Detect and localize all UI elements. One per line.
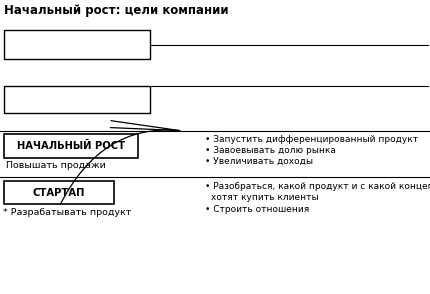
Text: НАЧАЛЬНЫЙ РОСТ: НАЧАЛЬНЫЙ РОСТ bbox=[17, 141, 125, 151]
Text: Повышать продажи: Повышать продажи bbox=[6, 161, 106, 170]
Text: Начальный рост: цели компании: Начальный рост: цели компании bbox=[4, 4, 228, 17]
Text: хотят купить клиенты: хотят купить клиенты bbox=[211, 193, 318, 202]
FancyBboxPatch shape bbox=[4, 86, 150, 113]
Text: • Увеличивать доходы: • Увеличивать доходы bbox=[205, 157, 312, 166]
Text: СТАРТАП: СТАРТАП bbox=[33, 188, 85, 198]
FancyBboxPatch shape bbox=[4, 181, 114, 204]
FancyBboxPatch shape bbox=[4, 30, 150, 59]
Text: • Запустить дифференцированный продукт: • Запустить дифференцированный продукт bbox=[205, 135, 417, 144]
FancyBboxPatch shape bbox=[4, 134, 138, 158]
Text: • Завоевывать долю рынка: • Завоевывать долю рынка bbox=[205, 146, 335, 155]
Text: • Разобраться, какой продукт и с какой концепцией: • Разобраться, какой продукт и с какой к… bbox=[205, 182, 430, 191]
Text: • Строить отношения: • Строить отношения bbox=[205, 205, 309, 214]
Text: * Разрабатывать продукт: * Разрабатывать продукт bbox=[3, 208, 131, 217]
